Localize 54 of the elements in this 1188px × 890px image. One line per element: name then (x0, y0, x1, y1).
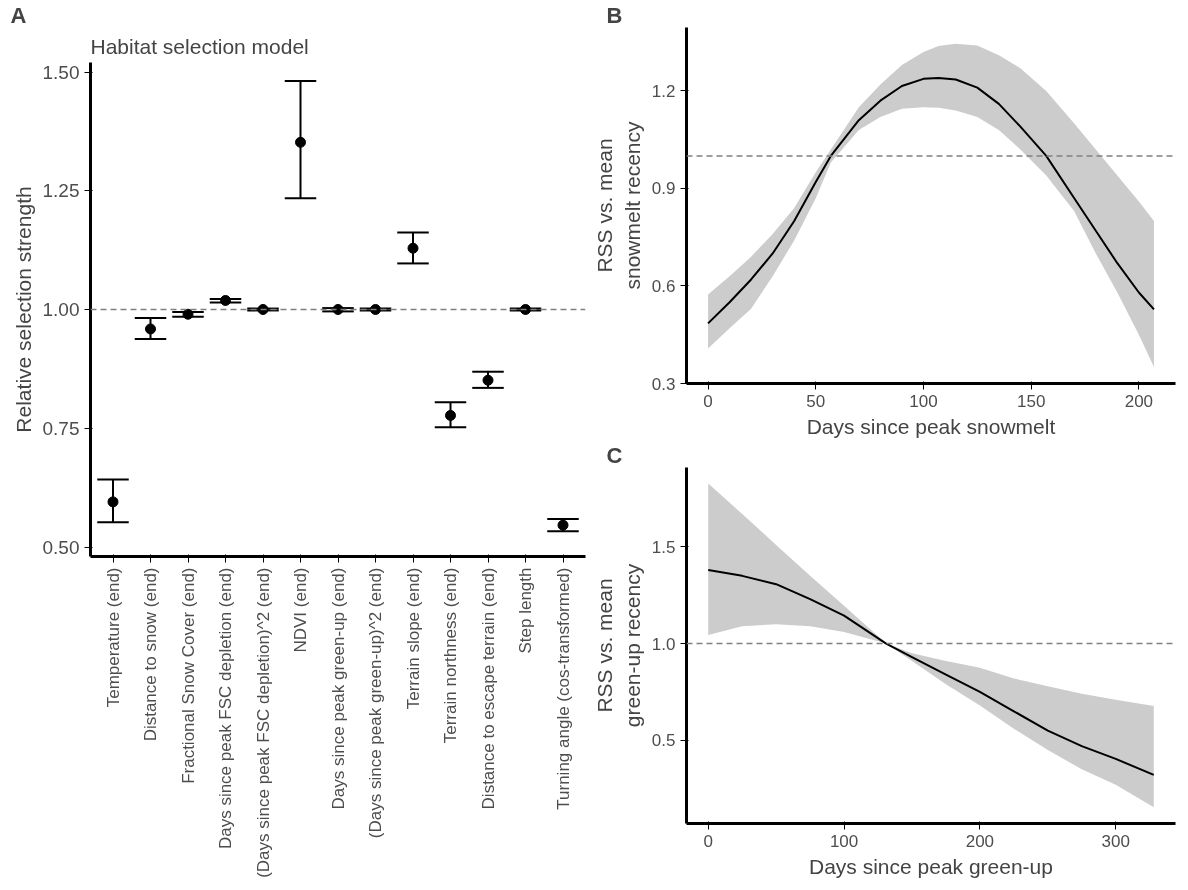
x-tick-label: 50 (806, 391, 826, 411)
line-series (707, 76, 1155, 325)
x-tick-label: Terrain northness (end) (441, 567, 460, 744)
point (107, 496, 119, 508)
y-tick-label: 1.25 (42, 180, 80, 202)
x-tick-label: 0 (703, 831, 713, 851)
y-tick-label: 0.50 (42, 536, 80, 558)
y-tick-label: 0.6 (651, 276, 676, 296)
x-tick-label: Days since peak FSC depletion (end) (216, 567, 235, 850)
x-tick-label: (Days since peak green-up)^2 (end) (366, 567, 385, 839)
x-tick-label: Distance to snow (end) (141, 567, 160, 742)
y-tick-label: 0.9 (651, 179, 676, 199)
chart-title: Habitat selection model (90, 34, 309, 58)
text: A (10, 2, 27, 28)
point (182, 308, 194, 320)
y-tick-label: 0.5 (651, 731, 676, 751)
x-tick-label: 150 (1016, 391, 1046, 411)
y-axis-title: RSS vs. mean snowmelt recency (593, 120, 644, 290)
y-tick-label: 0.3 (651, 374, 676, 394)
x-tick-label: Terrain slope (end) (403, 567, 423, 710)
y-tick-label: 1.00 (42, 299, 80, 320)
y-tick-label: 1.2 (651, 81, 676, 101)
x-tick-label: Turning angle (cos-transformed) (553, 567, 573, 810)
point (482, 374, 494, 386)
point (407, 242, 419, 254)
x-tick-label: Step length (516, 567, 535, 654)
x-tick-label: 200 (965, 831, 995, 851)
point (145, 323, 156, 335)
point (557, 519, 569, 531)
point (220, 294, 231, 306)
x-axis-title: Days since peak snowmelt (806, 414, 1056, 438)
y-tick-label: 1.50 (42, 61, 80, 83)
x-tick-label: 100 (909, 391, 938, 411)
x-axis-title: Days since peak green-up (809, 854, 1053, 878)
y-tick-label: 1.5 (651, 537, 676, 557)
x-tick-label: Fractional Snow Cover (end) (178, 567, 198, 784)
x-tick-label: 0 (703, 391, 713, 411)
line-series (707, 569, 1155, 776)
x-tick-label: Distance to escape terrain (end) (478, 567, 498, 810)
text: B (606, 2, 623, 28)
point (445, 409, 456, 421)
x-tick-label: 300 (1101, 831, 1130, 851)
y-axis-title: RSS vs. mean green-up recency (593, 563, 644, 728)
point (295, 136, 306, 148)
x-tick-label: 100 (829, 831, 859, 851)
x-tick-label: NDVI (end) (291, 567, 310, 653)
x-tick-label: (Days since peak FSC depletion)^2 (end) (253, 567, 273, 878)
x-tick-label: Temperature (end) (103, 567, 123, 708)
y-tick-label: 0.75 (42, 417, 80, 439)
x-tick-label: Days since peak green-up (end) (328, 567, 348, 810)
x-tick-label: 200 (1124, 391, 1154, 411)
text: C (606, 442, 623, 468)
y-tick-label: 1.0 (651, 634, 676, 654)
y-axis-title: Relative selection strength (11, 186, 35, 433)
